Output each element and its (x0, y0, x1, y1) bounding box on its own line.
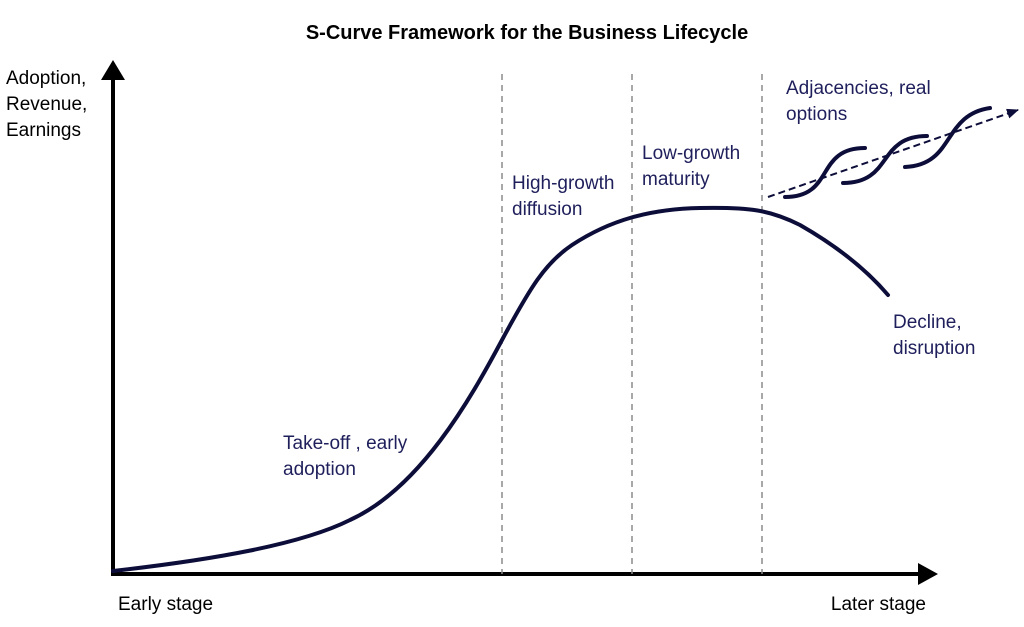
phase-label-low-growth-line-1: Low-growth (642, 143, 740, 164)
s-curve-line (111, 205, 890, 573)
adjacency-s-curve-2 (841, 134, 929, 185)
phase-label-high-growth-line-1: High-growth (512, 173, 614, 194)
adjacency-trend-arrow (767, 108, 1019, 198)
phase-label-decline-line-1: Decline, (893, 312, 962, 333)
y-axis-arrowhead (101, 60, 125, 80)
phase-label-low-growth-line-2: maturity (642, 169, 710, 190)
y-axis-label: Adoption, Revenue, Earnings (6, 68, 87, 141)
phase-labels: Take-off , early adoption High-growth di… (283, 78, 975, 480)
diagram-title: S-Curve Framework for the Business Lifec… (306, 22, 748, 44)
phase-label-high-growth-line-2: diffusion (512, 199, 582, 220)
adjacency-s-curve-3 (903, 106, 992, 169)
axes (101, 60, 938, 585)
y-axis-label-line-2: Revenue, (6, 94, 87, 115)
y-axis-label-line-1: Adoption, (6, 68, 86, 89)
x-axis-arrowhead (918, 563, 938, 585)
phase-label-takeoff-line-1: Take-off , early (283, 433, 408, 454)
phase-label-decline-line-2: disruption (893, 338, 975, 359)
phase-label-adjacencies-line-1: Adjacencies, real (786, 78, 931, 99)
x-axis-end-label: Later stage (831, 594, 926, 615)
x-axis-start-label: Early stage (118, 594, 213, 615)
phase-label-takeoff-line-2: adoption (283, 459, 356, 480)
adjacency-s-curve-1 (783, 146, 867, 199)
y-axis-label-line-3: Earnings (6, 120, 81, 141)
phase-label-adjacencies-line-2: options (786, 104, 847, 125)
adjacency-curves (767, 106, 1019, 199)
